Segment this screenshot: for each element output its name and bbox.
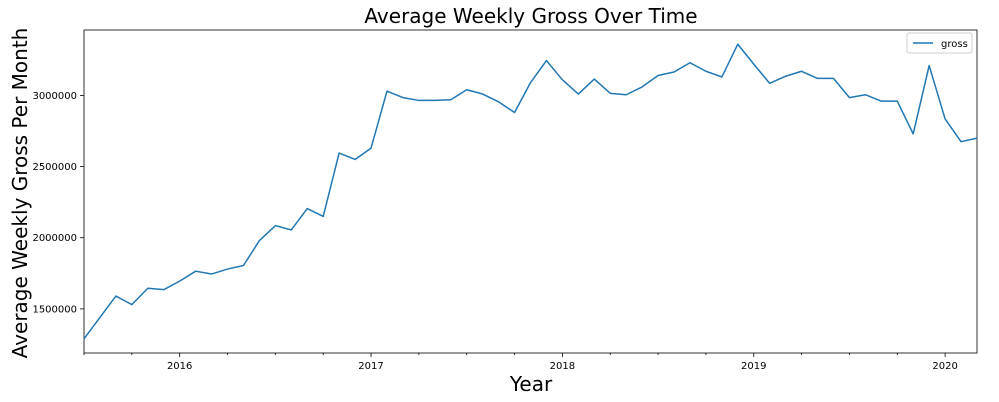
y-tick-label: 1500000 [32, 304, 77, 315]
x-tick-label: 2020 [932, 361, 957, 372]
plot-frame [83, 29, 978, 354]
legend-box [906, 32, 973, 54]
x-axis: 2016 2017 2018 2019 2020 [83, 353, 958, 372]
y-tick-label: 2500000 [32, 162, 77, 173]
x-tick-label: 2016 [167, 361, 192, 372]
y-tick-label: 3000000 [32, 91, 77, 102]
series-layer [83, 43, 978, 340]
y-axis: 1500000 2000000 2500000 3000000 [32, 91, 84, 315]
x-tick-label: 2017 [358, 361, 383, 372]
chart-title: Average Weekly Gross Over Time [364, 4, 697, 28]
series-line-gross [83, 43, 978, 340]
x-axis-label: Year [509, 372, 553, 396]
y-tick-label: 2000000 [32, 233, 77, 244]
x-tick-label: 2018 [550, 361, 575, 372]
x-tick-label: 2019 [741, 361, 766, 372]
y-axis-label: Average Weekly Gross Per Month [8, 28, 32, 359]
legend-entry-gross: gross [941, 39, 968, 50]
legend: gross [906, 32, 973, 54]
